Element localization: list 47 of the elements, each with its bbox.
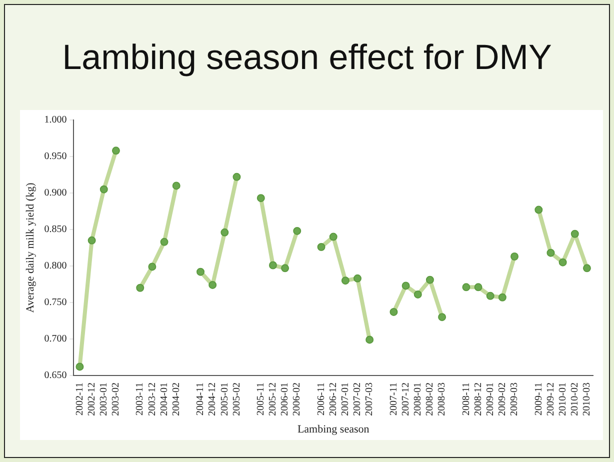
- x-tick-label: 2009-12: [545, 382, 556, 416]
- x-tick-label: 2005-01: [219, 382, 230, 416]
- x-tick-label: 2003-12: [146, 382, 158, 416]
- x-tick-label: 2005-02: [231, 382, 242, 416]
- x-tick-label: 2009-02: [497, 382, 508, 416]
- y-axis-title: Average daily milk yield (kg): [24, 182, 36, 313]
- x-tick-label: 2005-12: [268, 382, 279, 416]
- x-tick-label: 2010-02: [570, 382, 581, 416]
- x-tick-label: 2005-11: [256, 382, 267, 416]
- x-tick-label: 2007-12: [400, 382, 412, 416]
- chart-title: Lambing season effect for DMY: [61, 38, 553, 78]
- x-tick-label: 2002-12: [86, 382, 98, 416]
- y-tick-label: 0.950: [44, 151, 67, 162]
- x-tick-label: 2004-01: [158, 382, 170, 416]
- x-tick-label: 2004-02: [170, 382, 182, 416]
- x-tick-label: 2010-01: [557, 382, 568, 416]
- x-tick-label: 2004-11: [195, 382, 206, 416]
- x-tick-label: 2003-02: [110, 382, 122, 416]
- y-tick-label: 0.800: [44, 260, 67, 272]
- x-tick-label: 2007-03: [364, 382, 376, 416]
- x-tick-label: 2006-11: [316, 382, 327, 416]
- y-tick-label: 0.700: [44, 334, 67, 345]
- y-tick-label: 0.850: [44, 224, 67, 236]
- x-tick-label: 2008-01: [412, 382, 424, 416]
- x-tick-label: 2007-01: [340, 382, 352, 416]
- x-tick-label: 2008-02: [424, 382, 436, 416]
- x-tick-label: 2007-11: [388, 382, 400, 416]
- y-tick-label: 0.650: [44, 370, 67, 382]
- x-tick-label: 2009-11: [533, 382, 544, 416]
- x-tick-label: 2008-03: [436, 382, 448, 416]
- x-tick-label: 2007-02: [352, 382, 364, 416]
- y-tick-label: 1.000: [44, 114, 67, 126]
- x-axis-title: Lambing season: [297, 423, 370, 436]
- x-tick-label: 2004-12: [207, 382, 218, 416]
- x-tick-label: 2009-01: [484, 382, 496, 416]
- x-tick-label: 2009-03: [509, 382, 520, 416]
- y-tick-label: 0.900: [44, 188, 67, 199]
- x-tick-label: 2008-12: [472, 382, 484, 416]
- x-tick-label: 2002-11: [74, 382, 86, 416]
- x-tick-label: 2006-12: [328, 382, 339, 416]
- x-tick-label: 2010-03: [582, 382, 593, 416]
- x-tick-label: 2003-11: [134, 382, 146, 416]
- x-tick-label: 2006-01: [280, 382, 291, 416]
- x-tick-label: 2006-02: [292, 382, 303, 416]
- x-tick-label: 2008-11: [460, 382, 472, 416]
- x-tick-label: 2003-01: [98, 382, 110, 416]
- y-tick-label: 0.750: [44, 297, 67, 308]
